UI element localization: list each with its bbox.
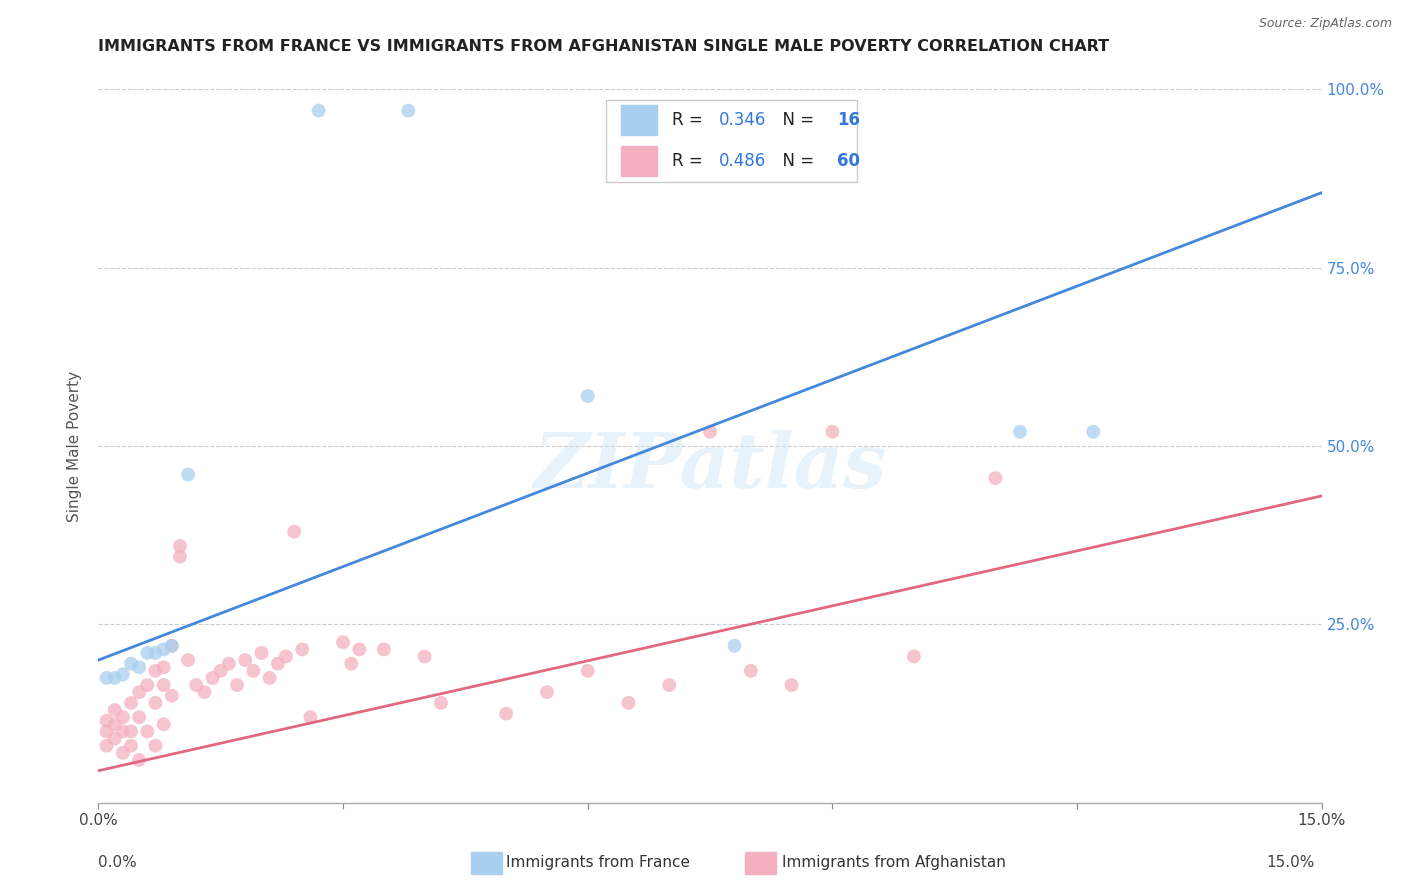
Text: 16: 16 xyxy=(837,111,860,128)
Point xyxy=(120,657,142,671)
Text: 15.0%: 15.0% xyxy=(1267,855,1315,870)
Point xyxy=(120,724,142,739)
Point xyxy=(111,746,134,760)
Point xyxy=(152,660,174,674)
Text: 0.0%: 0.0% xyxy=(98,855,138,870)
Point xyxy=(120,696,142,710)
Point xyxy=(145,696,167,710)
Point xyxy=(658,678,681,692)
Point xyxy=(1083,425,1105,439)
Point xyxy=(903,649,925,664)
Point xyxy=(104,717,127,731)
Point xyxy=(177,467,200,482)
Point xyxy=(283,524,305,539)
Point xyxy=(145,646,167,660)
Point xyxy=(111,724,134,739)
Point xyxy=(780,678,803,692)
Point xyxy=(128,753,150,767)
Point xyxy=(218,657,240,671)
Point xyxy=(373,642,395,657)
Point xyxy=(576,664,599,678)
Point xyxy=(160,639,183,653)
Point xyxy=(177,653,200,667)
Point xyxy=(233,653,256,667)
Point xyxy=(291,642,314,657)
Point xyxy=(152,642,174,657)
Point xyxy=(111,667,134,681)
Point xyxy=(821,425,844,439)
Point xyxy=(136,724,159,739)
Point xyxy=(1008,425,1031,439)
Point xyxy=(111,710,134,724)
Point xyxy=(169,549,191,564)
Point xyxy=(201,671,224,685)
Point xyxy=(96,724,118,739)
Point xyxy=(495,706,517,721)
Point xyxy=(740,664,762,678)
Point xyxy=(104,671,127,685)
Text: N =: N = xyxy=(772,111,820,128)
Point xyxy=(242,664,264,678)
Point xyxy=(96,739,118,753)
Text: ZIPatlas: ZIPatlas xyxy=(533,431,887,504)
Point xyxy=(332,635,354,649)
Text: 0.486: 0.486 xyxy=(718,152,766,169)
Point xyxy=(536,685,558,699)
Text: N =: N = xyxy=(772,152,820,169)
Point xyxy=(120,739,142,753)
Point xyxy=(349,642,371,657)
Point xyxy=(96,714,118,728)
Point xyxy=(413,649,436,664)
Text: 60: 60 xyxy=(837,152,860,169)
Point xyxy=(274,649,297,664)
Point xyxy=(193,685,215,699)
Point xyxy=(160,689,183,703)
Text: 0.346: 0.346 xyxy=(718,111,766,128)
Text: R =: R = xyxy=(672,111,709,128)
Point xyxy=(128,660,150,674)
Point xyxy=(152,717,174,731)
Point xyxy=(984,471,1007,485)
Y-axis label: Single Male Poverty: Single Male Poverty xyxy=(67,370,83,522)
Point xyxy=(104,731,127,746)
Point xyxy=(152,678,174,692)
Point xyxy=(136,678,159,692)
Bar xyxy=(620,105,658,135)
Text: IMMIGRANTS FROM FRANCE VS IMMIGRANTS FROM AFGHANISTAN SINGLE MALE POVERTY CORREL: IMMIGRANTS FROM FRANCE VS IMMIGRANTS FRO… xyxy=(98,38,1109,54)
Text: Immigrants from France: Immigrants from France xyxy=(506,855,690,870)
Point xyxy=(576,389,599,403)
Point xyxy=(226,678,249,692)
Point xyxy=(396,103,419,118)
Point xyxy=(136,646,159,660)
Point xyxy=(617,696,640,710)
Point xyxy=(299,710,322,724)
Point xyxy=(104,703,127,717)
Point xyxy=(699,425,721,439)
Point xyxy=(250,646,273,660)
Point xyxy=(169,539,191,553)
Point xyxy=(209,664,232,678)
Point xyxy=(160,639,183,653)
Point xyxy=(96,671,118,685)
Point xyxy=(308,103,330,118)
Point xyxy=(128,685,150,699)
Point xyxy=(723,639,745,653)
Bar xyxy=(620,145,658,176)
Text: Source: ZipAtlas.com: Source: ZipAtlas.com xyxy=(1258,17,1392,29)
Point xyxy=(145,739,167,753)
Point xyxy=(186,678,208,692)
Point xyxy=(128,710,150,724)
Text: Immigrants from Afghanistan: Immigrants from Afghanistan xyxy=(782,855,1005,870)
Point xyxy=(259,671,281,685)
Point xyxy=(145,664,167,678)
Text: R =: R = xyxy=(672,152,709,169)
Point xyxy=(340,657,363,671)
Point xyxy=(430,696,453,710)
Point xyxy=(267,657,290,671)
Bar xyxy=(606,100,856,182)
